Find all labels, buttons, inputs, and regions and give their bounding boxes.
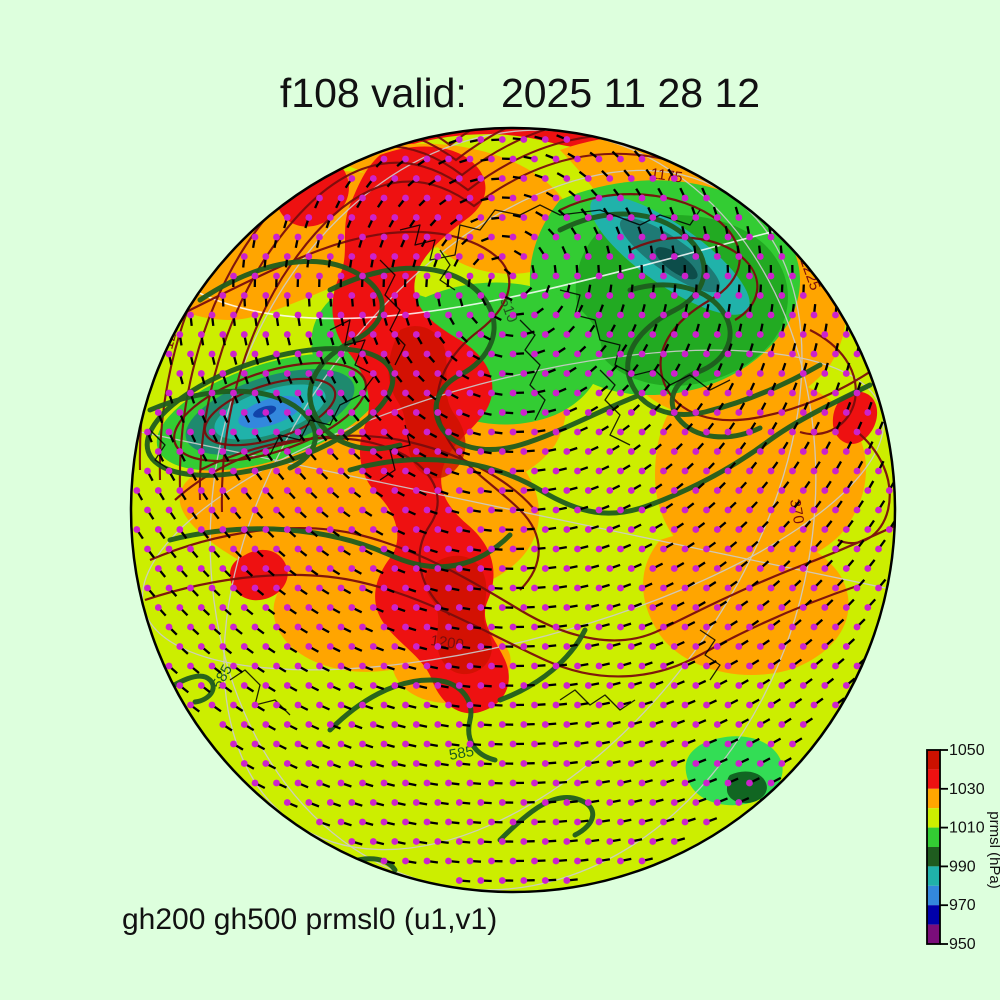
svg-text:1050: 1050 <box>949 742 985 759</box>
svg-text:1030: 1030 <box>949 781 985 798</box>
svg-text:1010: 1010 <box>949 820 985 837</box>
svg-text:970: 970 <box>949 897 976 914</box>
svg-text:990: 990 <box>949 858 976 875</box>
svg-text:prmsl (hPa): prmsl (hPa) <box>986 811 1000 889</box>
svg-text:950: 950 <box>949 936 976 953</box>
